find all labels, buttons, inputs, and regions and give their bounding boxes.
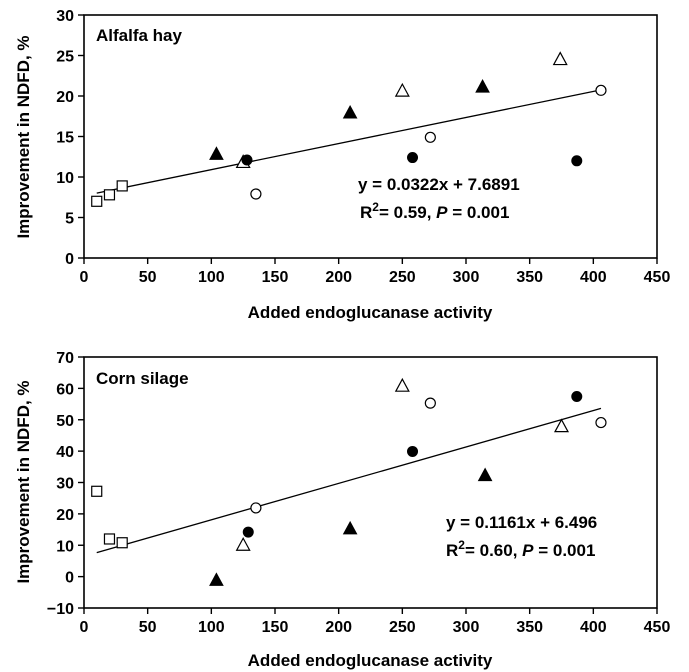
x-tick-label: 200: [325, 619, 352, 636]
corn-silage-panel: −10 0 10 20 30 40 50 60 70 0 50 100 150 200 250 300 350…: [14, 350, 670, 670]
alfalfa-hay-panel: 0 5 10 15 20 25 30 0 50 100 150 200 250 300 350 400 450…: [14, 8, 670, 322]
x-tick-label: 350: [516, 619, 543, 636]
open-triangle-point: [552, 51, 568, 66]
y-tick-label: 30: [56, 8, 74, 25]
y-tick-label: 30: [56, 476, 74, 493]
y-tick-label: 5: [65, 211, 74, 228]
x-tick-label: 150: [262, 269, 289, 286]
x-tick-label: 300: [453, 619, 480, 636]
p-label: P: [436, 203, 448, 222]
open-square-point: [91, 195, 103, 207]
x-tick-label: 100: [198, 619, 225, 636]
y-tick-label: 0: [65, 570, 74, 587]
r2-label: R: [360, 203, 372, 222]
y-ticks: 0 5 10 15 20 25 30: [56, 8, 84, 268]
p-label: P: [522, 541, 534, 560]
open-circle-point: [424, 397, 436, 409]
r2-value: = 0.60,: [465, 541, 522, 560]
data-points: [91, 377, 607, 586]
open-square-point: [103, 189, 116, 201]
x-tick-label: 50: [139, 619, 157, 636]
open-triangle-point: [235, 536, 251, 551]
filled-triangle-point: [342, 520, 358, 535]
x-tick-label: 200: [325, 269, 352, 286]
x-tick-label: 450: [644, 619, 671, 636]
regression-equation: y = 0.1161x + 6.496: [446, 513, 597, 532]
filled-triangle-point: [477, 467, 493, 482]
filled-circle-point: [571, 155, 583, 167]
y-tick-label: 25: [56, 49, 74, 66]
x-tick-label: 300: [453, 269, 480, 286]
x-tick-label: 400: [580, 619, 607, 636]
open-square-point: [116, 180, 128, 192]
x-ticks: 0 50 100 150 200 250 300 350 400 450: [80, 258, 671, 286]
regression-equation: y = 0.0322x + 7.6891: [358, 175, 520, 194]
y-axis-label: Improvement in NDFD, %: [14, 380, 33, 583]
open-square-point: [91, 485, 103, 497]
open-triangle-point: [394, 82, 410, 97]
trendline: [96, 89, 602, 194]
x-tick-label: 250: [389, 619, 416, 636]
x-tick-label: 0: [80, 619, 89, 636]
open-circle-point: [250, 502, 262, 514]
x-tick-label: 0: [80, 269, 89, 286]
x-tick-label: 250: [389, 269, 416, 286]
y-tick-label: 50: [56, 413, 74, 430]
y-tick-label: 0: [65, 251, 74, 268]
p-value: = 0.001: [534, 541, 596, 560]
filled-circle-point: [407, 152, 419, 164]
filled-triangle-point: [475, 79, 490, 93]
y-ticks: −10 0 10 20 30 40 50 60 70: [47, 350, 84, 618]
y-tick-label: 60: [56, 381, 74, 398]
x-tick-label: 50: [139, 269, 157, 286]
x-tick-label: 150: [262, 619, 289, 636]
x-axis-label: Added endoglucanase activity: [248, 303, 493, 322]
x-tick-label: 100: [198, 269, 225, 286]
filled-circle-point: [571, 391, 583, 403]
trendline-group: [96, 89, 602, 194]
p-value: = 0.001: [448, 203, 510, 222]
x-ticks: 0 50 100 150 200 250 300 350 400 450: [80, 608, 671, 636]
y-tick-label: 10: [56, 538, 74, 555]
filled-circle-point: [407, 445, 419, 457]
r2-label: R: [446, 541, 458, 560]
open-triangle-point: [394, 377, 410, 392]
open-circle-point: [424, 131, 436, 143]
filled-triangle-point: [209, 146, 224, 160]
filled-triangle-point: [209, 572, 224, 586]
y-tick-label: 40: [56, 444, 74, 461]
y-axis-label: Improvement in NDFD, %: [14, 35, 33, 238]
y-tick-label: 70: [56, 350, 74, 367]
r2-value: = 0.59,: [379, 203, 436, 222]
open-square-point: [116, 537, 128, 549]
open-circle-point: [250, 188, 262, 200]
y-tick-label: 20: [56, 507, 74, 524]
x-tick-label: 350: [516, 269, 543, 286]
filled-circle-point: [241, 154, 253, 166]
x-tick-label: 400: [580, 269, 607, 286]
x-axis-label: Added endoglucanase activity: [248, 651, 493, 670]
y-tick-label: 15: [56, 130, 74, 147]
data-points: [91, 51, 607, 207]
y-tick-label: −10: [47, 601, 74, 618]
trendline: [96, 407, 602, 554]
r2-superscript: 2: [372, 200, 379, 214]
filled-triangle-point: [342, 104, 358, 119]
trendline-group: [96, 407, 602, 554]
r2-p-annotation: R2= 0.60, P = 0.001: [446, 538, 595, 560]
open-triangle-point: [553, 418, 570, 433]
open-circle-point: [595, 84, 607, 96]
r2-p-annotation: R2= 0.59, P = 0.001: [360, 200, 509, 222]
y-tick-label: 20: [56, 89, 74, 106]
y-tick-label: 10: [56, 170, 74, 187]
plot-frame: [83, 356, 658, 609]
open-square-point: [103, 533, 116, 545]
panel-title: Alfalfa hay: [96, 26, 183, 45]
r2-superscript: 2: [458, 538, 465, 552]
open-circle-point: [595, 416, 607, 429]
panel-title: Corn silage: [96, 369, 189, 388]
filled-circle-point: [242, 526, 254, 538]
x-tick-label: 450: [644, 269, 671, 286]
